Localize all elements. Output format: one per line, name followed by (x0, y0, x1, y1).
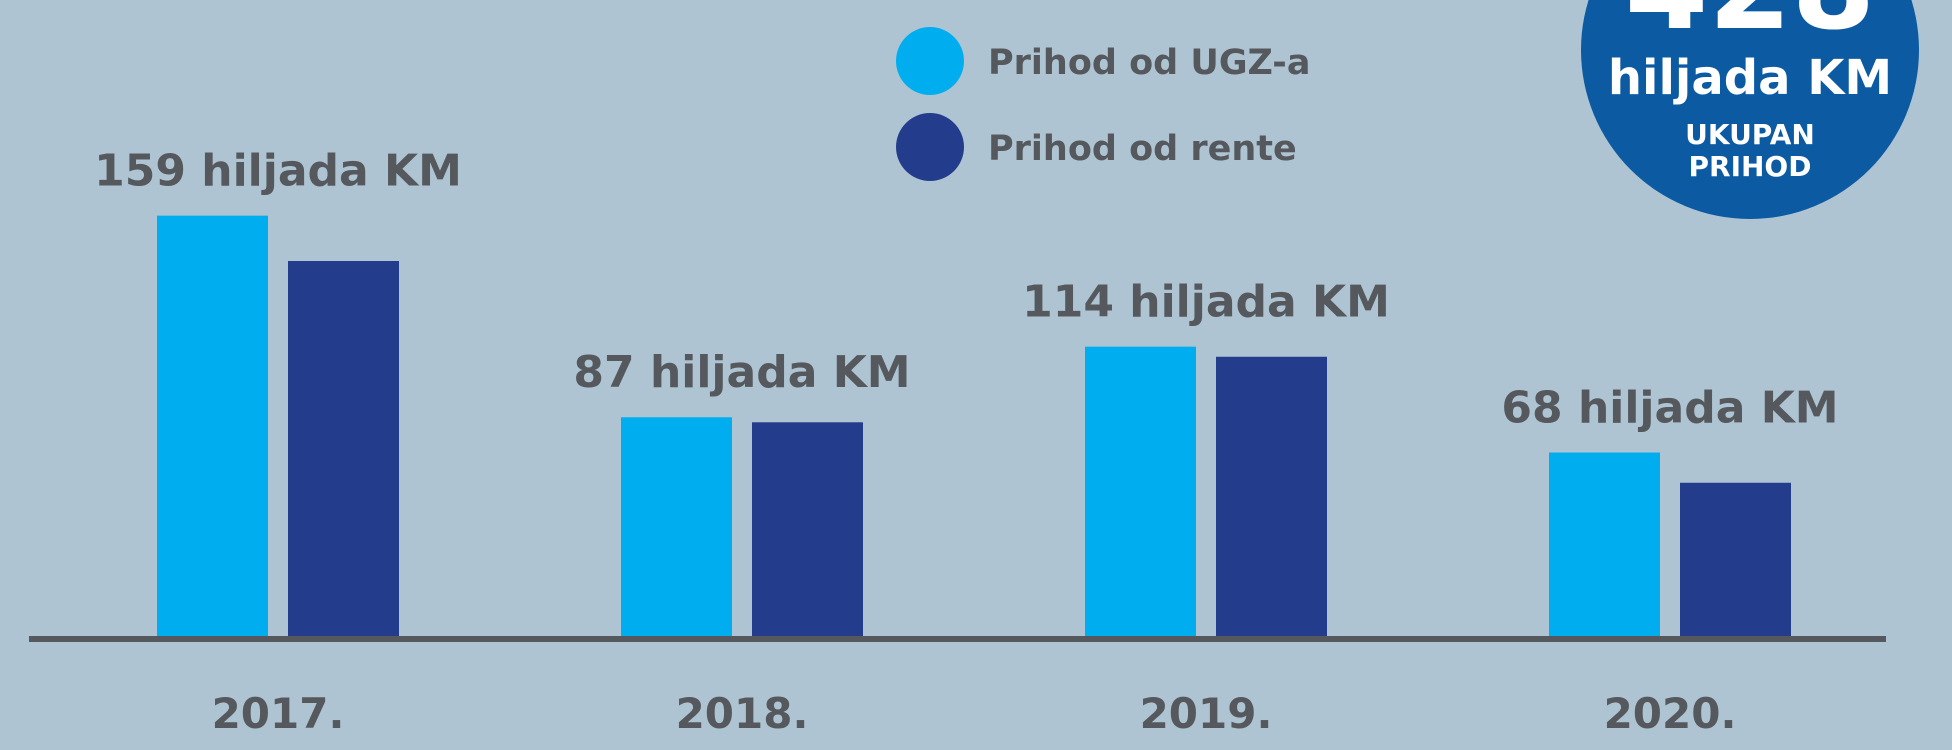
bar (1216, 356, 1327, 639)
badge-label: UKUPAN (1685, 118, 1815, 151)
x-tick-label: 2017. (212, 689, 345, 738)
bar (621, 417, 732, 639)
badge-label: PRIHOD (1689, 150, 1812, 183)
x-tick-label: 2020. (1604, 689, 1737, 738)
badge (1581, 0, 1919, 219)
badge-unit: hiljada KM (1608, 50, 1892, 106)
total-label: 87 hiljada KM (573, 347, 910, 398)
bar (157, 215, 268, 639)
legend-label: Prihod od UGZ-a (988, 43, 1310, 83)
bar (752, 422, 863, 639)
x-tick-label: 2018. (676, 689, 809, 738)
legend-swatch (896, 27, 964, 95)
total-label: 114 hiljada KM (1022, 277, 1390, 328)
total-label: 159 hiljada KM (94, 146, 462, 197)
bar (1549, 452, 1660, 639)
bar (288, 261, 399, 639)
bar (1680, 482, 1791, 639)
badge-value: 428 (1625, 0, 1876, 57)
legend-swatch (896, 113, 964, 181)
legend-label: Prihod od rente (988, 129, 1297, 169)
x-tick-label: 2019. (1140, 689, 1273, 738)
bar (1085, 346, 1196, 639)
total-label: 68 hiljada KM (1501, 383, 1838, 434)
